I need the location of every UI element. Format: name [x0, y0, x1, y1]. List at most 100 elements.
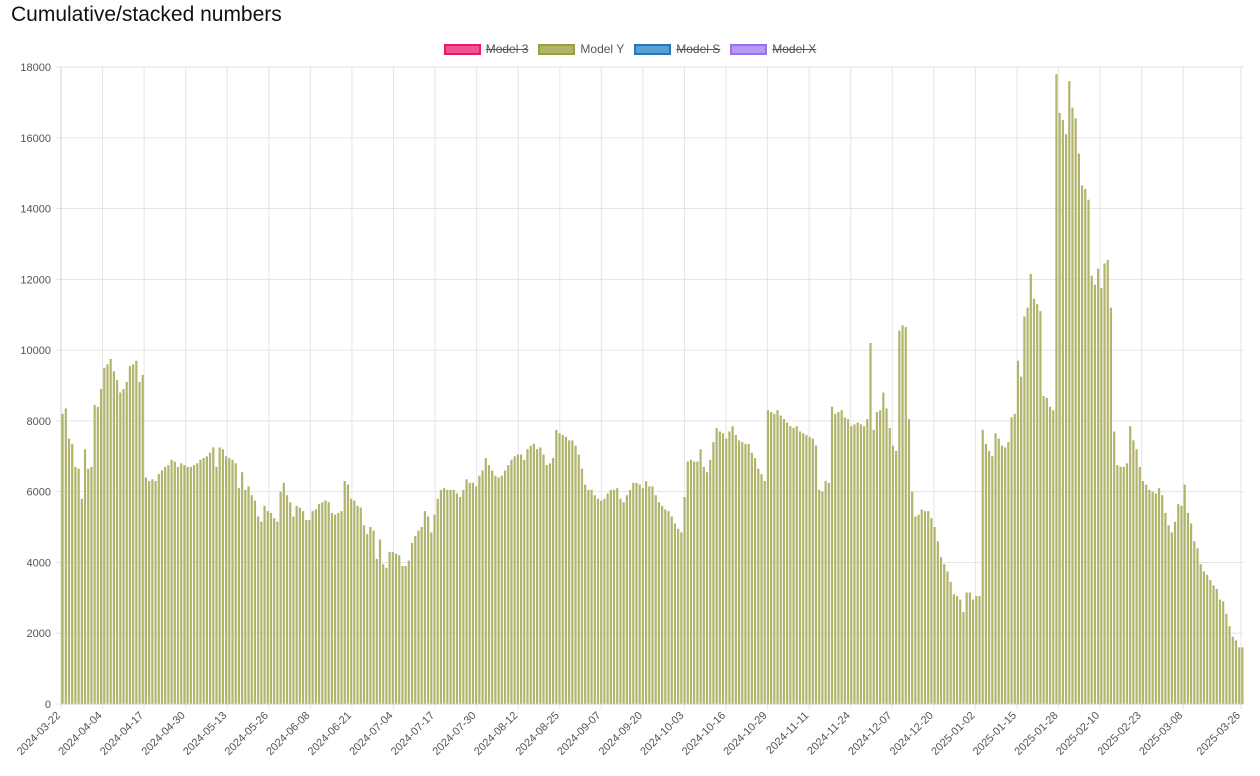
bar[interactable] [609, 489, 612, 704]
bar[interactable] [965, 592, 968, 704]
bar[interactable] [1164, 512, 1167, 704]
bar[interactable] [103, 367, 106, 704]
bar[interactable] [936, 541, 939, 704]
bar[interactable] [125, 381, 128, 704]
bar[interactable] [561, 435, 564, 704]
bar[interactable] [423, 511, 426, 704]
bar[interactable] [369, 527, 372, 704]
bar[interactable] [811, 438, 814, 704]
bar[interactable] [433, 514, 436, 704]
bar[interactable] [417, 530, 420, 704]
bar[interactable] [590, 489, 593, 704]
bar[interactable] [221, 449, 225, 704]
bar[interactable] [205, 456, 208, 704]
bar[interactable] [914, 516, 917, 704]
bar[interactable] [164, 466, 167, 704]
bar[interactable] [632, 482, 635, 704]
bar[interactable] [866, 419, 869, 704]
bar[interactable] [577, 454, 580, 704]
bar[interactable] [619, 498, 622, 704]
bar[interactable] [888, 427, 891, 704]
bar[interactable] [696, 461, 699, 704]
bar[interactable] [1231, 636, 1234, 704]
bar[interactable] [901, 325, 904, 704]
bar[interactable] [904, 327, 907, 704]
bar[interactable] [340, 511, 343, 704]
bar[interactable] [1100, 288, 1103, 704]
bar[interactable] [452, 489, 455, 704]
bar[interactable] [1029, 274, 1032, 704]
bar[interactable] [683, 496, 686, 704]
bar[interactable] [64, 408, 67, 704]
bar[interactable] [1010, 417, 1013, 704]
bar[interactable] [491, 470, 494, 704]
bar[interactable] [330, 512, 334, 704]
bar[interactable] [971, 599, 975, 704]
bar[interactable] [943, 564, 946, 704]
bar[interactable] [180, 463, 183, 704]
bar[interactable] [1228, 626, 1231, 704]
bar[interactable] [879, 410, 882, 704]
bar[interactable] [1196, 548, 1199, 704]
bar[interactable] [1045, 397, 1048, 704]
bar[interactable] [795, 426, 798, 704]
bar[interactable] [449, 489, 452, 704]
bar[interactable] [343, 481, 346, 704]
bar[interactable] [138, 381, 141, 704]
bar[interactable] [503, 470, 507, 704]
bar[interactable] [535, 449, 539, 704]
bar[interactable] [830, 406, 834, 704]
bar[interactable] [907, 419, 911, 704]
bar[interactable] [661, 505, 664, 704]
bar[interactable] [564, 436, 568, 704]
bar[interactable] [827, 482, 830, 704]
bar[interactable] [664, 509, 667, 704]
bar[interactable] [1173, 521, 1177, 704]
bar[interactable] [116, 380, 119, 704]
bar[interactable] [321, 502, 324, 704]
bar[interactable] [1097, 268, 1100, 704]
bar[interactable] [757, 468, 760, 704]
bar[interactable] [715, 427, 718, 704]
bar[interactable] [882, 392, 885, 704]
bar[interactable] [734, 435, 737, 704]
bar[interactable] [786, 422, 789, 704]
bar[interactable] [593, 495, 596, 704]
bar[interactable] [545, 465, 548, 704]
bar[interactable] [930, 518, 933, 704]
bar[interactable] [1222, 601, 1225, 704]
bar[interactable] [584, 484, 587, 704]
bar[interactable] [1202, 571, 1206, 704]
bar[interactable] [673, 523, 677, 704]
bar[interactable] [875, 412, 879, 704]
bar[interactable] [462, 489, 465, 704]
bar[interactable] [269, 512, 273, 704]
bar[interactable] [587, 489, 590, 704]
bar[interactable] [981, 429, 984, 704]
bar[interactable] [862, 426, 866, 704]
bar[interactable] [622, 502, 625, 704]
bar[interactable] [782, 419, 786, 704]
bar[interactable] [135, 360, 138, 704]
bar[interactable] [372, 530, 375, 704]
bar[interactable] [814, 445, 818, 704]
bar[interactable] [568, 440, 571, 704]
bar[interactable] [1052, 410, 1055, 704]
bar[interactable] [465, 479, 468, 704]
bar[interactable] [872, 429, 875, 704]
bar[interactable] [1157, 488, 1161, 704]
bar[interactable] [225, 456, 228, 704]
bar[interactable] [167, 465, 170, 704]
bar[interactable] [298, 507, 301, 704]
bar[interactable] [1206, 574, 1209, 704]
bar[interactable] [359, 507, 362, 704]
bar[interactable] [885, 408, 888, 704]
bar[interactable] [1055, 74, 1058, 705]
bar[interactable] [414, 535, 417, 704]
bar[interactable] [1026, 307, 1029, 704]
bar[interactable] [798, 431, 802, 704]
bar[interactable] [90, 466, 93, 704]
bar[interactable] [353, 500, 356, 704]
bar[interactable] [231, 459, 234, 704]
legend-item-model-y[interactable]: Model Y [538, 42, 624, 56]
